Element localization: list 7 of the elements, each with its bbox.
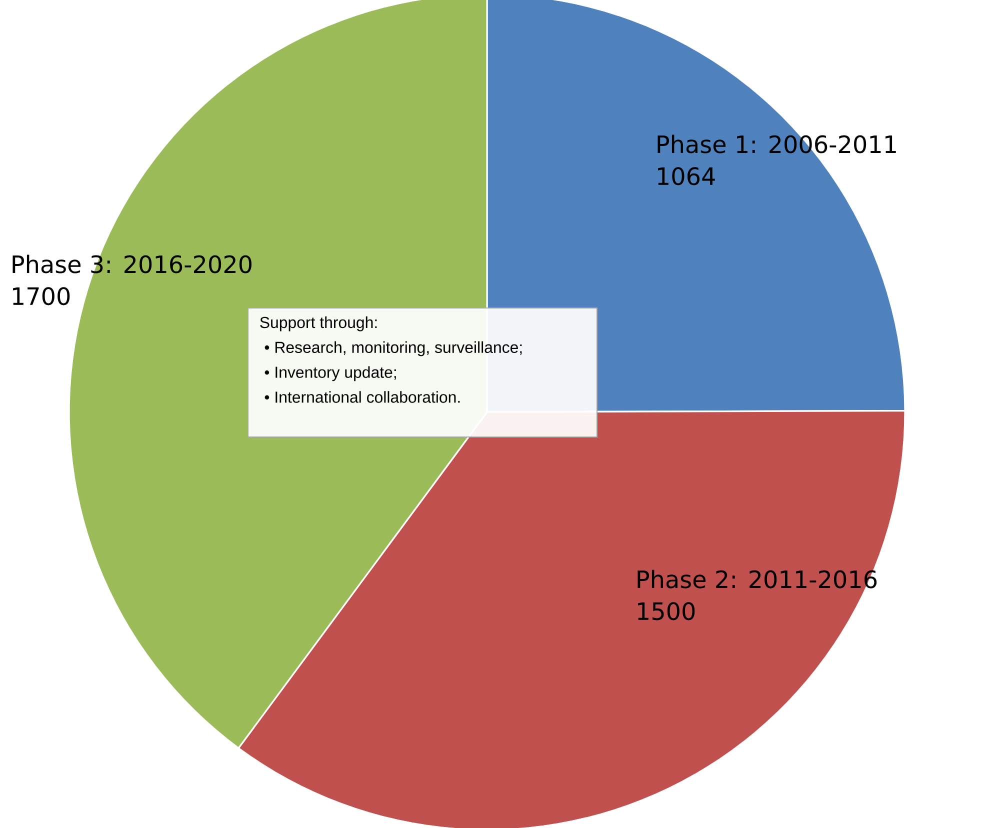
data-label: 1700 [13, 287, 70, 306]
text: • Inventory update; [264, 366, 396, 382]
text: • International collaboration. [264, 391, 460, 403]
text: • Research, monitoring, surveillance; [264, 341, 522, 356]
data-label: 1500 [638, 602, 695, 620]
text: Support through: [260, 316, 377, 332]
data-label: 1064 [658, 167, 715, 186]
